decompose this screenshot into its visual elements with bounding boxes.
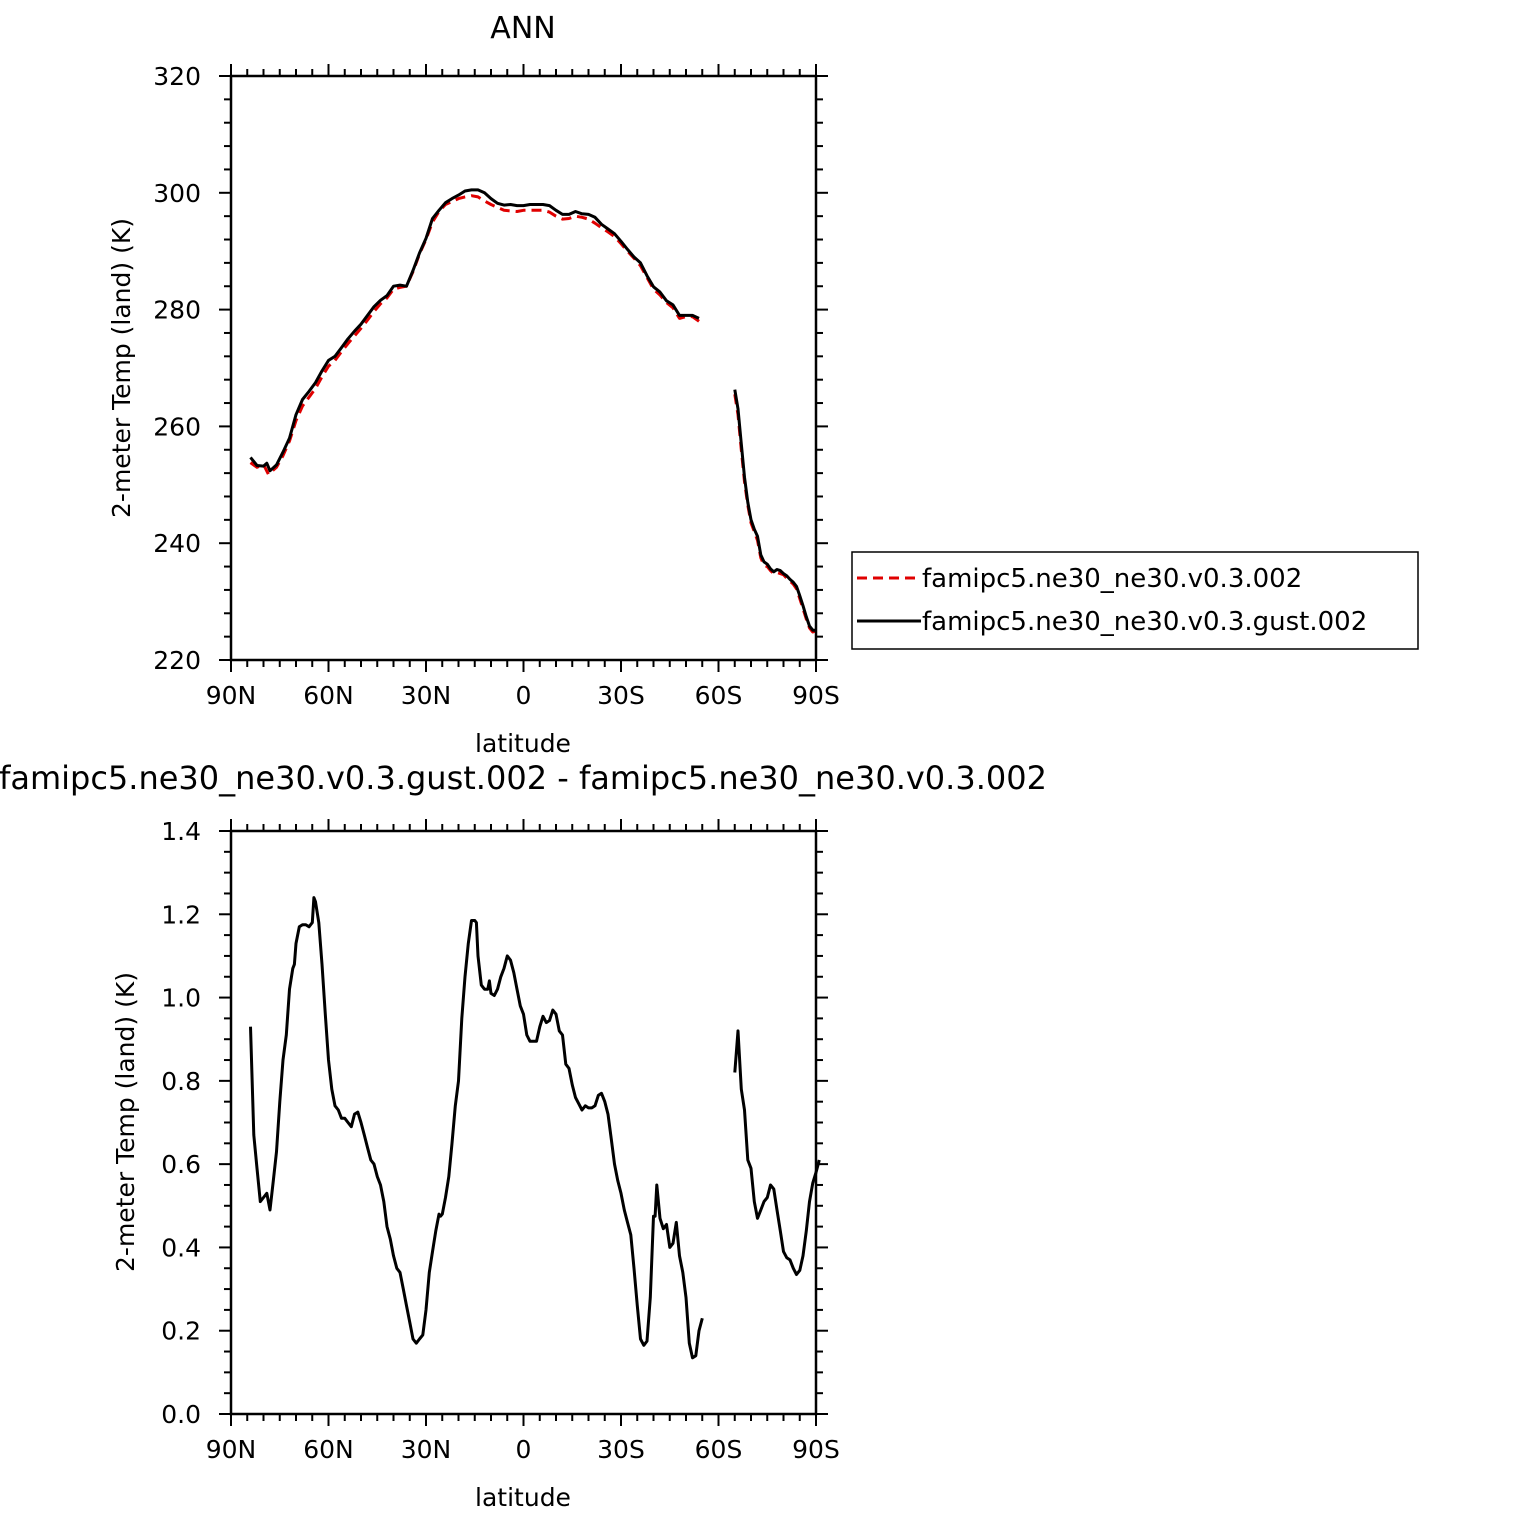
- y-tick-label: 260: [153, 412, 201, 441]
- x-tick-label: 90N: [206, 1435, 257, 1464]
- y-tick-label: 1.0: [161, 984, 201, 1013]
- top-chart-ylabel: 2-meter Temp (land) (K): [107, 218, 136, 518]
- x-tick-label: 60N: [303, 681, 354, 710]
- legend-box: [851, 551, 1419, 650]
- bottom-chart-series: [249, 896, 821, 1360]
- y-tick-label: 240: [153, 529, 201, 558]
- x-tick-label: 30N: [401, 1435, 452, 1464]
- y-tick-label: 300: [153, 179, 201, 208]
- y-tick-label: 1.4: [161, 817, 201, 846]
- bottom-chart-ylabel: 2-meter Temp (land) (K): [111, 972, 140, 1272]
- y-tick-label: 0.2: [161, 1317, 201, 1346]
- y-tick-label: 0.6: [161, 1150, 201, 1179]
- legend-label-series-1: famipc5.ne30_ne30.v0.3.002: [922, 564, 1302, 594]
- x-tick-label: 0: [516, 1435, 532, 1464]
- bottom-chart-title: famipc5.ne30_ne30.v0.3.gust.002 - famipc…: [0, 759, 1047, 797]
- x-tick-label: 0: [516, 681, 532, 710]
- bottom-series-1-line-segment-1: [249, 896, 704, 1360]
- top-chart-frame: [229, 74, 818, 662]
- x-tick-label: 60N: [303, 1435, 354, 1464]
- y-tick-label: 0.4: [161, 1233, 201, 1262]
- top-series-1-line-segment-1: [249, 194, 700, 476]
- x-tick-label: 90N: [206, 681, 257, 710]
- legend: famipc5.ne30_ne30.v0.3.002 famipc5.ne30_…: [851, 551, 1419, 650]
- bottom-chart-ticks: [219, 819, 828, 1426]
- top-chart-ticks: [219, 64, 828, 672]
- x-tick-label: 30S: [597, 681, 645, 710]
- bottom-series-1-line-segment-2: [733, 1029, 821, 1276]
- y-tick-label: 320: [153, 62, 201, 91]
- bottom-panel: famipc5.ne30_ne30.v0.3.gust.002 - famipc…: [0, 759, 1047, 1512]
- top-chart-tick-labels: 90N 60N 30N 0 30S 60S 90S 220 240 260 280 300 320: [153, 62, 840, 710]
- bottom-chart-tick-labels: 90N 60N 30N 0 30S 60S 90S 0.0 0.2 0.4 0.6 0.8 1.0 1.2…: [161, 817, 840, 1464]
- x-tick-label: 60S: [695, 1435, 743, 1464]
- y-tick-label: 0.8: [161, 1067, 201, 1096]
- top-panel: ANN 90N 60N 30N 0 30S 60S 90S 220 240 260 280 300 32…: [107, 11, 840, 758]
- x-tick-label: 30S: [597, 1435, 645, 1464]
- top-chart-xlabel: latitude: [475, 729, 571, 758]
- y-tick-label: 280: [153, 296, 201, 325]
- x-tick-label: 30N: [401, 681, 452, 710]
- legend-label-series-2: famipc5.ne30_ne30.v0.3.gust.002: [922, 607, 1367, 637]
- bottom-chart-frame: [229, 829, 818, 1416]
- y-tick-label: 1.2: [161, 900, 201, 929]
- x-tick-label: 90S: [792, 681, 840, 710]
- top-series-2-line-segment-1: [249, 188, 700, 473]
- top-chart-series: [249, 188, 817, 634]
- x-tick-label: 60S: [695, 681, 743, 710]
- top-chart-title: ANN: [490, 11, 555, 46]
- top-series-2-line-segment-2: [733, 389, 816, 632]
- y-tick-label: 220: [153, 646, 201, 675]
- bottom-chart-xlabel: latitude: [475, 1483, 571, 1512]
- y-tick-label: 0.0: [161, 1400, 201, 1429]
- x-tick-label: 90S: [792, 1435, 840, 1464]
- top-series-1-line-segment-2: [733, 394, 817, 634]
